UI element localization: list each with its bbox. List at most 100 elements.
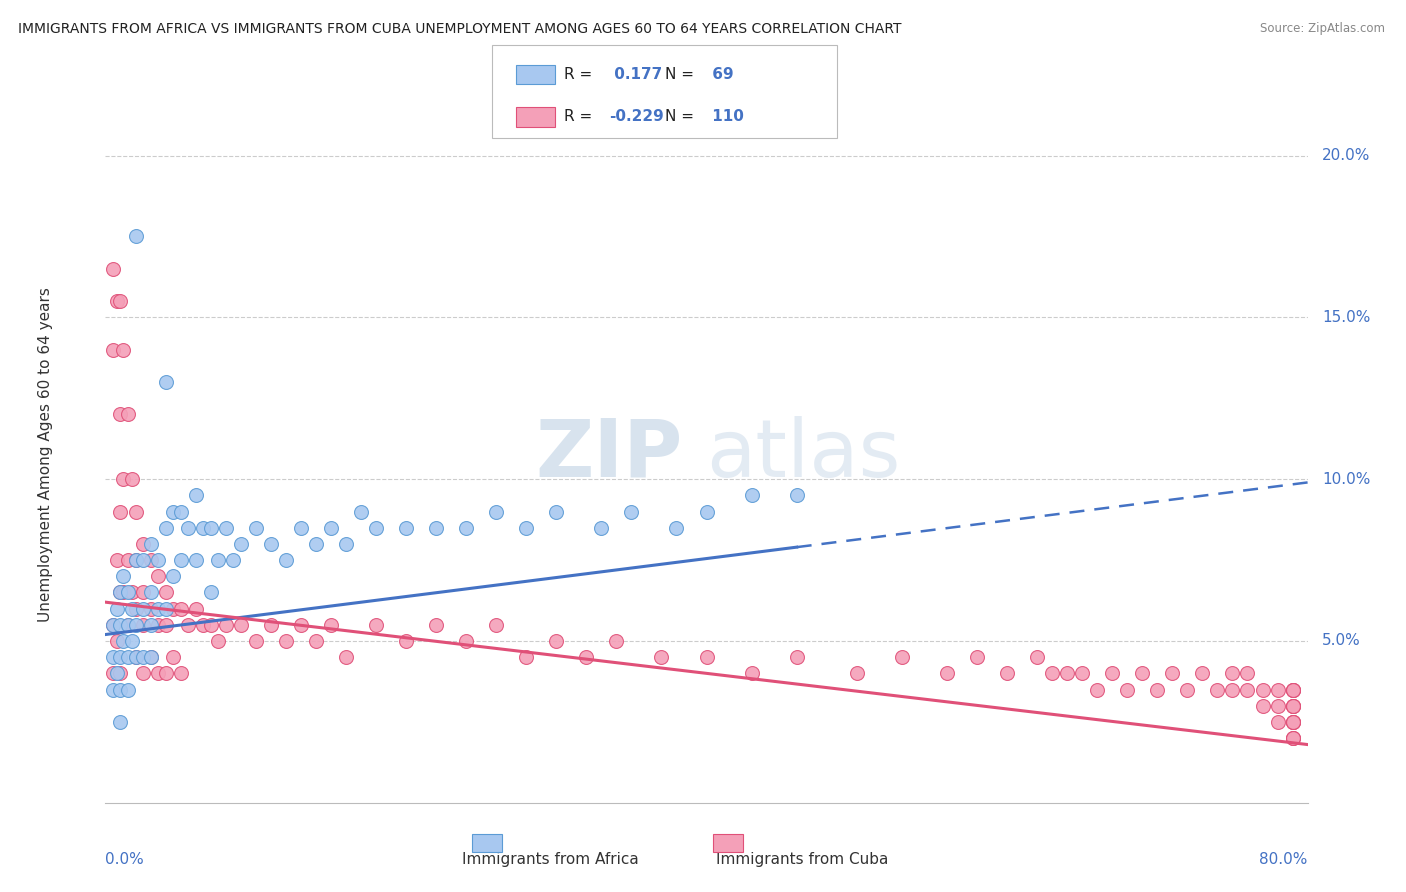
Point bbox=[184, 488, 207, 502]
Point bbox=[184, 601, 207, 615]
Point bbox=[124, 229, 146, 244]
Point bbox=[207, 634, 229, 648]
Point bbox=[1281, 714, 1303, 729]
Text: 69: 69 bbox=[707, 67, 734, 82]
Point bbox=[112, 634, 135, 648]
Point bbox=[107, 294, 129, 309]
Point bbox=[1191, 666, 1213, 681]
Point bbox=[1281, 731, 1303, 745]
Point bbox=[155, 375, 177, 389]
Point bbox=[1175, 682, 1198, 697]
Point bbox=[1281, 682, 1303, 697]
Point bbox=[155, 521, 177, 535]
Point bbox=[364, 617, 387, 632]
Text: R =: R = bbox=[564, 67, 592, 82]
Point bbox=[101, 666, 124, 681]
Point bbox=[139, 617, 162, 632]
Point bbox=[290, 617, 312, 632]
Point bbox=[1101, 666, 1123, 681]
Point bbox=[117, 408, 139, 422]
Point bbox=[260, 617, 283, 632]
Point bbox=[1267, 714, 1289, 729]
Point bbox=[1281, 731, 1303, 745]
Point bbox=[1116, 682, 1139, 697]
Point bbox=[162, 569, 184, 583]
Point bbox=[146, 569, 169, 583]
Point bbox=[132, 650, 155, 665]
Point bbox=[110, 294, 132, 309]
Point bbox=[162, 504, 184, 518]
Point bbox=[191, 521, 214, 535]
Point bbox=[124, 553, 146, 567]
Point bbox=[110, 650, 132, 665]
Point bbox=[101, 343, 124, 357]
Point bbox=[124, 553, 146, 567]
Point bbox=[132, 585, 155, 599]
Point bbox=[274, 553, 297, 567]
Text: 20.0%: 20.0% bbox=[1322, 148, 1371, 163]
Point bbox=[274, 634, 297, 648]
Point bbox=[890, 650, 912, 665]
Point bbox=[485, 504, 508, 518]
Point bbox=[146, 666, 169, 681]
Point bbox=[121, 634, 143, 648]
Point bbox=[132, 537, 155, 551]
Point bbox=[936, 666, 959, 681]
Point bbox=[121, 601, 143, 615]
Point bbox=[101, 617, 124, 632]
Point bbox=[605, 634, 627, 648]
Point bbox=[214, 521, 236, 535]
Point bbox=[966, 650, 988, 665]
Point bbox=[124, 617, 146, 632]
Bar bbox=[472, 834, 502, 852]
Point bbox=[335, 537, 357, 551]
Point bbox=[200, 585, 222, 599]
Text: 10.0%: 10.0% bbox=[1322, 472, 1371, 487]
Point bbox=[1281, 682, 1303, 697]
Bar bbox=[713, 834, 742, 852]
Point bbox=[139, 601, 162, 615]
Point bbox=[1281, 698, 1303, 713]
Text: -0.229: -0.229 bbox=[609, 110, 664, 124]
Point bbox=[139, 585, 162, 599]
Text: 0.177: 0.177 bbox=[609, 67, 662, 82]
Point bbox=[162, 601, 184, 615]
Point bbox=[350, 504, 373, 518]
Point bbox=[162, 650, 184, 665]
Point bbox=[845, 666, 868, 681]
Text: 110: 110 bbox=[707, 110, 744, 124]
Point bbox=[222, 553, 245, 567]
Text: Immigrants from Cuba: Immigrants from Cuba bbox=[717, 852, 889, 866]
Point bbox=[1281, 731, 1303, 745]
Point bbox=[395, 521, 418, 535]
Point bbox=[1281, 698, 1303, 713]
Point bbox=[101, 617, 124, 632]
Point bbox=[101, 650, 124, 665]
Point bbox=[786, 650, 808, 665]
Point bbox=[1281, 698, 1303, 713]
Point bbox=[110, 666, 132, 681]
Point bbox=[155, 585, 177, 599]
Point bbox=[485, 617, 508, 632]
Point bbox=[110, 682, 132, 697]
Point bbox=[132, 553, 155, 567]
Point bbox=[214, 617, 236, 632]
Point bbox=[741, 488, 763, 502]
Point bbox=[110, 504, 132, 518]
Point bbox=[117, 650, 139, 665]
Point bbox=[112, 343, 135, 357]
Point bbox=[139, 537, 162, 551]
Point bbox=[1281, 698, 1303, 713]
Point bbox=[124, 650, 146, 665]
Point bbox=[121, 585, 143, 599]
Text: ZIP: ZIP bbox=[536, 416, 682, 494]
Point bbox=[364, 521, 387, 535]
Text: 15.0%: 15.0% bbox=[1322, 310, 1371, 325]
Point bbox=[305, 634, 328, 648]
Point bbox=[1161, 666, 1184, 681]
Point bbox=[169, 601, 191, 615]
Point bbox=[117, 617, 139, 632]
Text: N =: N = bbox=[665, 110, 695, 124]
Text: Immigrants from Africa: Immigrants from Africa bbox=[461, 852, 638, 866]
Point bbox=[1251, 698, 1274, 713]
